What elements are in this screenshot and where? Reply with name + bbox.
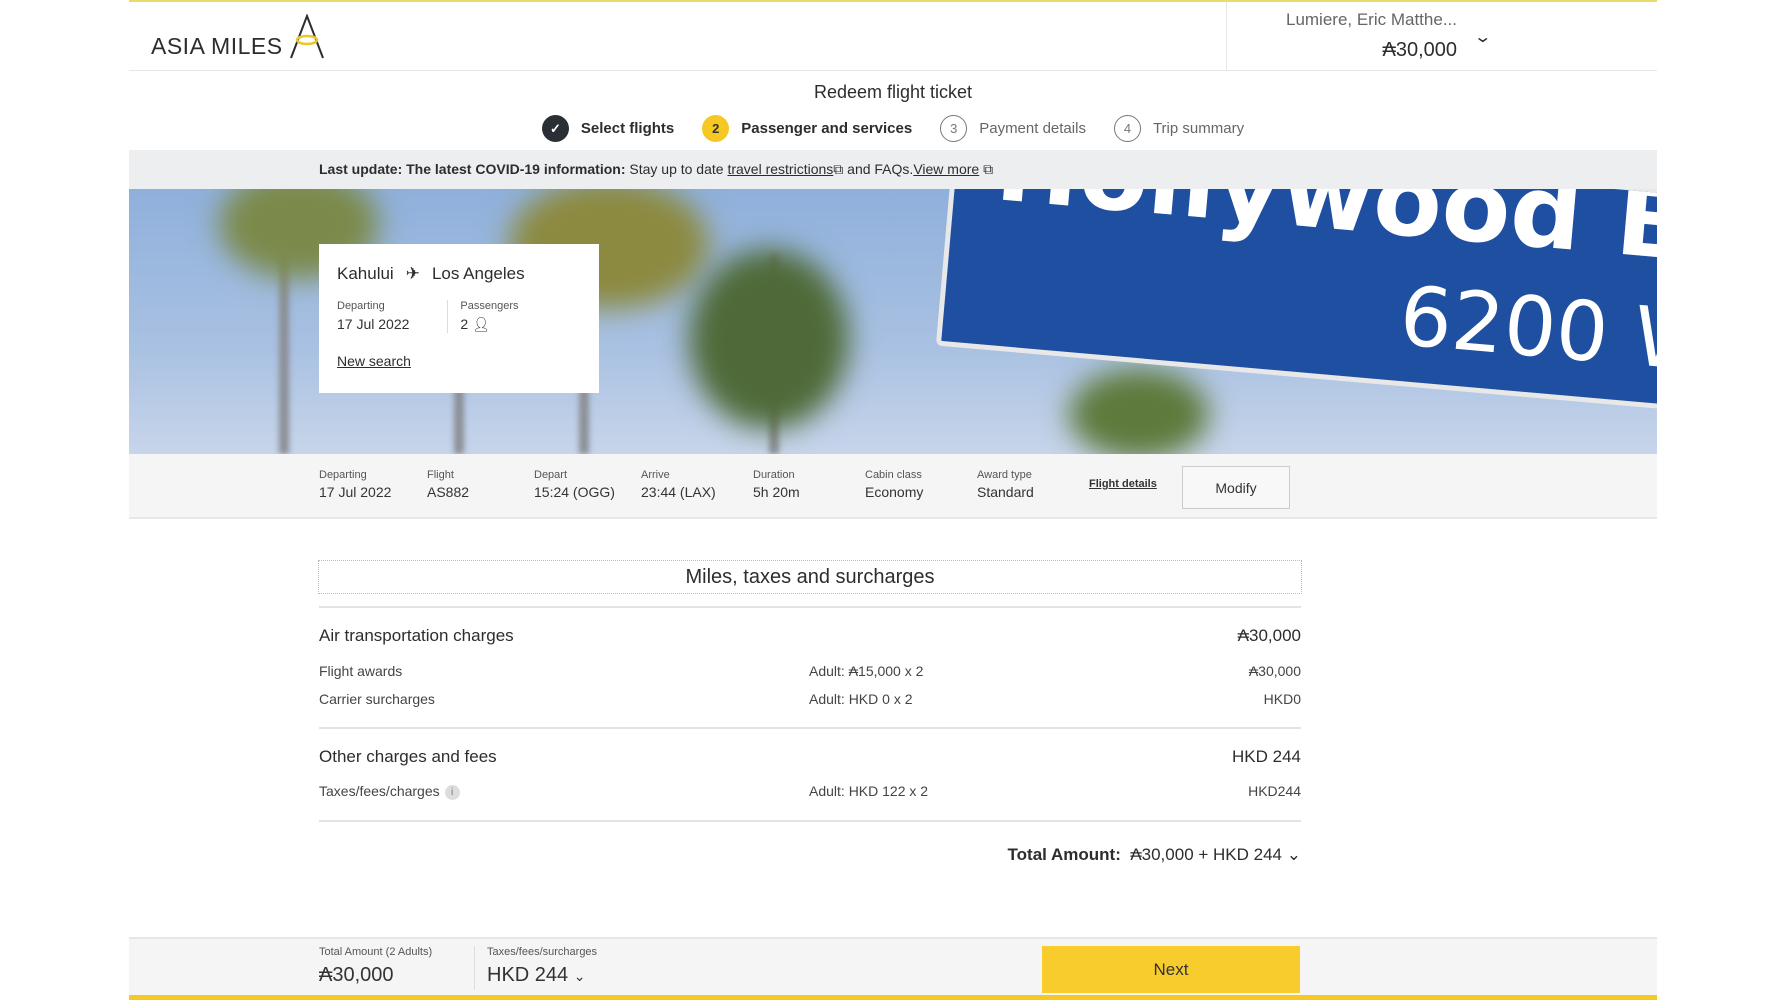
plane-icon: ✈: [405, 264, 420, 283]
charges-title: Miles, taxes and surcharges: [318, 560, 1302, 594]
next-button[interactable]: Next: [1042, 946, 1300, 993]
step-select-flights: ✓ Select flights: [541, 115, 674, 142]
modify-button[interactable]: Modify: [1182, 466, 1290, 509]
person-icon: 👤︎: [472, 316, 490, 332]
street-sign: Hollywood B 6200 W: [935, 189, 1657, 412]
step-payment: 3 Payment details: [940, 115, 1086, 142]
check-icon: ✓: [541, 115, 569, 142]
logo-a-icon: [289, 14, 324, 59]
page: ASIA MILES Lumiere, Eric Matthe... ₳30,0…: [129, 0, 1657, 1000]
charge-row: Taxes/fees/charges i Adult: HKD 122 x 2 HKD…: [319, 783, 1301, 800]
chevron-down-icon: ⌄: [573, 968, 586, 984]
header: ASIA MILES Lumiere, Eric Matthe... ₳30,0…: [129, 2, 1657, 71]
page-title: Redeem flight ticket: [813, 82, 973, 102]
external-link-icon: ⧉: [983, 161, 994, 177]
chevron-down-icon: ⌄: [1286, 845, 1301, 864]
charge-row: Carrier surcharges Adult: HKD 0 x 2 HKD0: [319, 691, 1301, 707]
flight-details-link[interactable]: Flight details: [1089, 478, 1157, 490]
external-link-icon: ⧉: [833, 161, 844, 177]
new-search-link[interactable]: New search: [337, 353, 411, 369]
step-passenger: 2 Passenger and services: [702, 115, 912, 142]
asia-miles-logo[interactable]: ASIA MILES: [151, 14, 325, 60]
divider: [319, 820, 1301, 822]
divider: [319, 727, 1301, 729]
covid-banner: Last update: The latest COVID-19 informa…: [129, 150, 1657, 189]
divider: [319, 606, 1301, 608]
account-menu[interactable]: Lumiere, Eric Matthe... ₳30,000 ⌄: [1226, 2, 1657, 71]
total-amount-toggle[interactable]: Total Amount: ₳30,000 + HKD 244 ⌄: [1007, 845, 1301, 864]
air-charges-header: Air transportation charges ₳30,000: [319, 626, 1301, 645]
info-icon[interactable]: i: [444, 784, 460, 800]
flight-summary-bar: Departing 17 Jul 2022 Flight AS882 Depart 1…: [129, 454, 1657, 519]
bottom-accent-line: [129, 995, 1657, 1000]
chevron-down-icon[interactable]: ⌄: [1472, 29, 1492, 46]
travel-restrictions-link[interactable]: travel restrictions: [727, 161, 834, 177]
search-summary-card: Kahului ✈ Los Angeles Departing 17 Jul 2022…: [319, 244, 599, 393]
progress-steps: ✓ Select flights 2 Passenger and services …: [129, 115, 1657, 142]
hero-image: Hollywood B 6200 W Kahului ✈ Los Angeles De…: [129, 189, 1657, 454]
charge-row: Flight awards Adult: ₳15,000 x 2 ₳30,000: [319, 663, 1301, 679]
view-more-link[interactable]: View more: [913, 161, 980, 177]
step-trip-summary: 4 Trip summary: [1113, 115, 1244, 142]
footer-bar: Total Amount (2 Adults) ₳30,000 Taxes/fee…: [129, 937, 1657, 995]
tax-dropdown[interactable]: HKD 244 ⌄: [487, 964, 586, 986]
top-accent-line: [129, 0, 1657, 2]
other-charges-header: Other charges and fees HKD 244: [319, 747, 1301, 766]
